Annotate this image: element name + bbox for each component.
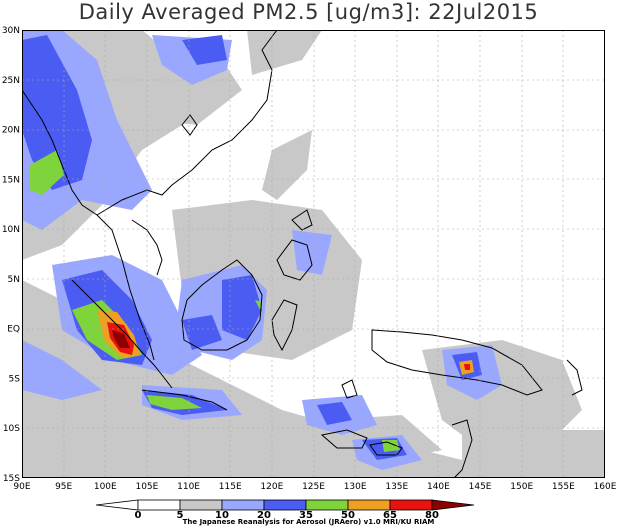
legend-swatch <box>137 499 181 511</box>
legend-threshold-label: 80 <box>425 510 439 521</box>
lon-label: 140E <box>427 482 450 492</box>
pm25-map <box>21 29 605 479</box>
map-title: Daily Averaged PM2.5 [ug/m3]: 22Jul2015 <box>78 0 539 24</box>
lon-label: 90E <box>13 482 30 492</box>
legend-threshold-label: 50 <box>341 510 355 521</box>
lon-label: 125E <box>302 482 325 492</box>
legend-swatch <box>305 499 349 511</box>
legend-threshold-label: 5 <box>177 510 184 521</box>
legend-swatch <box>263 499 307 511</box>
lat-label: 5S <box>9 374 21 384</box>
map-frame <box>21 29 605 479</box>
credit-text: The Japanese Reanalysis for Aerosol (JRA… <box>182 518 435 526</box>
lon-label: 100E <box>94 482 117 492</box>
legend-threshold-label: 10 <box>215 510 229 521</box>
lon-label: 105E <box>135 482 158 492</box>
legend-threshold-label: 35 <box>299 510 313 521</box>
lon-label: 160E <box>594 482 617 492</box>
lat-label: 5N <box>8 275 20 285</box>
pm25-red-fields <box>107 322 470 370</box>
legend-swatch <box>221 499 265 511</box>
longitude-labels: 90E 95E 100E 105E 110E 115E 120E 125E 130E 135E 14… <box>13 482 616 492</box>
lon-label: 135E <box>385 482 408 492</box>
legend-swatch <box>95 499 139 511</box>
map-border <box>22 30 605 478</box>
lat-label: 20N <box>2 126 20 136</box>
lon-label: 115E <box>219 482 242 492</box>
legend-threshold-label: 20 <box>257 510 271 521</box>
lon-label: 130E <box>344 482 367 492</box>
lon-label: 95E <box>55 482 72 492</box>
legend-threshold-label: 0 <box>135 510 142 521</box>
legend-swatch <box>347 499 391 511</box>
lat-label: EQ <box>7 325 20 335</box>
latitude-labels: 30N 25N 20N 15N 10N 5N EQ 5S 10S 15S <box>2 26 20 484</box>
legend-swatch <box>389 499 433 511</box>
lat-lon-grid <box>22 30 605 478</box>
lon-label: 120E <box>260 482 283 492</box>
legend-swatch <box>431 499 475 511</box>
lat-label: 15N <box>2 175 20 185</box>
lat-label: 15S <box>3 474 20 484</box>
lat-label: 10N <box>2 225 20 235</box>
lon-label: 110E <box>177 482 200 492</box>
lon-label: 155E <box>552 482 575 492</box>
lon-label: 150E <box>510 482 533 492</box>
legend-threshold-label: 65 <box>383 510 397 521</box>
legend-swatch <box>179 499 223 511</box>
lat-label: 10S <box>3 424 20 434</box>
lat-label: 30N <box>2 26 20 36</box>
lon-label: 145E <box>469 482 492 492</box>
color-legend: 0 5 10 20 35 50 65 80 <box>95 499 475 521</box>
lat-label: 25N <box>2 76 20 86</box>
